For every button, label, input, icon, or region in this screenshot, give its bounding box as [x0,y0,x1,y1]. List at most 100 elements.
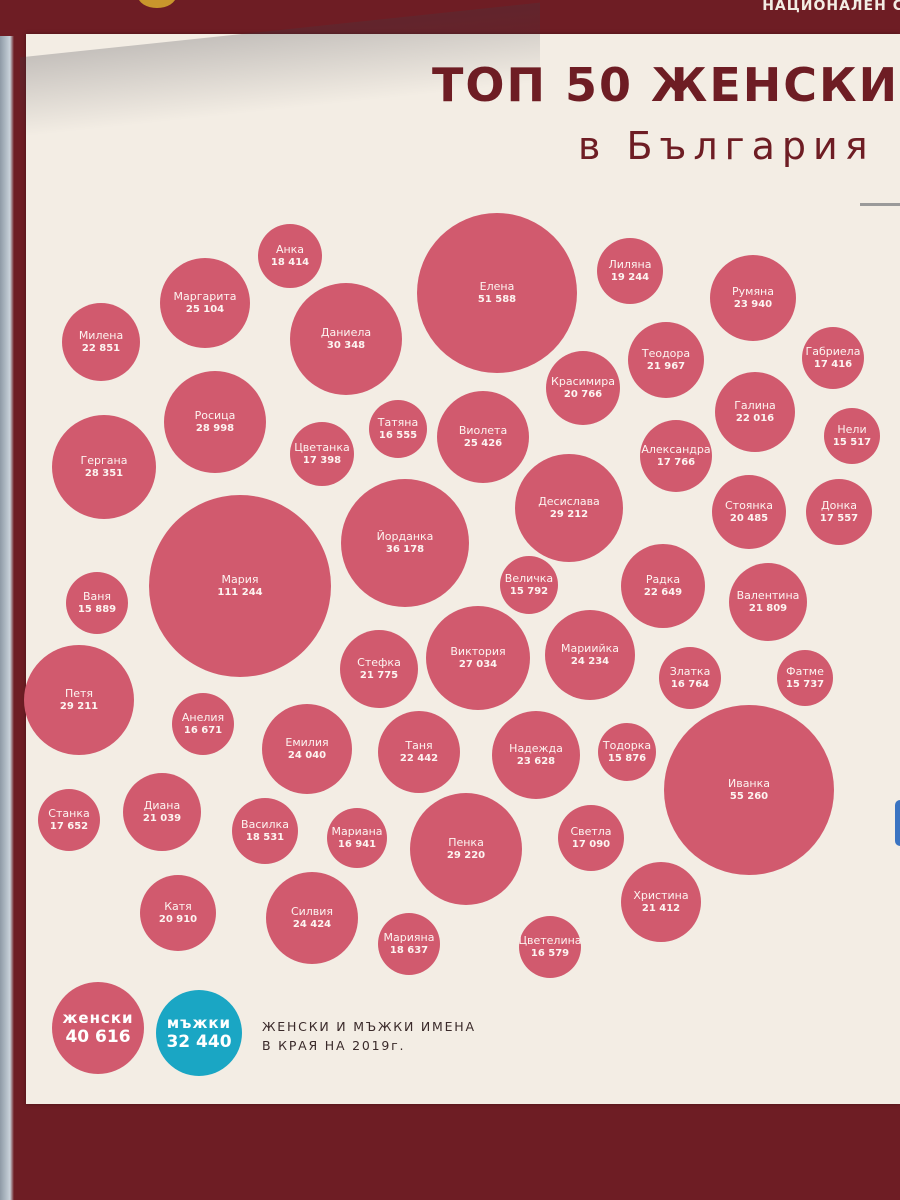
bubble-name: Ваня [82,590,112,604]
bubble-name: Росица [194,409,236,423]
top-band: НАЦИОНАЛЕН С [0,0,900,36]
bubble-count: 15 889 [77,603,117,615]
bubble-name: Виолета [458,424,508,438]
name-bubble: Пенка 29 220 [410,793,522,905]
bubble-name: Стоянка [724,499,773,513]
bubble-count: 24 040 [287,749,327,761]
legend-female-bubble: женски 40 616 [52,982,144,1074]
bubble-name: Милена [78,329,124,343]
legend-male-label: мъжки [166,1014,232,1032]
name-bubble: Силвия 24 424 [266,872,358,964]
bubble-count: 17 557 [819,512,859,524]
name-bubble: Милена 22 851 [62,303,140,381]
bubble-count: 29 211 [59,700,99,712]
emblem-logo [138,0,176,8]
bubble-count: 55 260 [729,790,769,802]
name-bubble: Иванка 55 260 [664,705,834,875]
bubble-name: Христина [633,889,689,903]
bubble-count: 111 244 [217,586,263,598]
bubble-count: 20 485 [729,512,769,524]
bubble-name: Лиляна [608,258,652,272]
bubble-count: 15 792 [509,585,549,597]
bubble-name: Иванка [727,777,771,791]
bubble-name: Надежда [509,742,563,756]
bubble-count: 16 671 [183,724,223,736]
bubble-count: 23 628 [516,755,556,767]
name-bubble: Мариийка 24 234 [545,610,635,700]
bubble-name: Светла [570,825,612,839]
bubble-count: 20 766 [563,388,603,400]
bubble-name: Цветанка [294,441,350,455]
name-bubble: Фатме 15 737 [777,650,833,706]
name-bubble: Катя 20 910 [140,875,216,951]
bubble-name: Галина [734,399,776,413]
name-bubble: Теодора 21 967 [628,322,704,398]
bubble-name: Величка [504,572,554,586]
bubble-name: Цветелина [518,934,582,948]
bubble-count: 29 220 [446,849,486,861]
name-bubble: Василка 18 531 [232,798,298,864]
bubble-count: 30 348 [326,339,366,351]
bubble-count: 24 424 [292,918,332,930]
name-bubble: Величка 15 792 [500,556,558,614]
bubble-count: 21 039 [142,812,182,824]
name-bubble: Виолета 25 426 [437,391,529,483]
bubble-count: 22 016 [735,412,775,424]
bubble-name: Габриела [805,345,861,359]
bubble-count: 17 416 [813,358,853,370]
bubble-count: 16 941 [337,838,377,850]
bubble-count: 17 766 [656,456,696,468]
name-bubble: Светла 17 090 [558,805,624,871]
name-bubble: Йорданка 36 178 [341,479,469,607]
name-bubble: Христина 21 412 [621,862,701,942]
bubble-name: Десислава [538,495,600,509]
legend-female-label: женски [62,1009,134,1027]
bubble-count: 23 940 [733,298,773,310]
bubble-name: Таня [405,739,433,753]
bubble-count: 21 412 [641,902,681,914]
name-bubble: Румяна 23 940 [710,255,796,341]
name-bubble: Даниела 30 348 [290,283,402,395]
name-bubble: Петя 29 211 [24,645,134,755]
bubble-count: 36 178 [385,543,425,555]
name-bubble: Стоянка 20 485 [712,475,786,549]
name-bubble: Красимира 20 766 [546,351,620,425]
bubble-count: 21 775 [359,669,399,681]
bubble-name: Станка [48,807,90,821]
name-bubble: Цветелина 16 579 [518,916,582,978]
bubble-name: Пенка [448,836,484,850]
bubble-count: 19 244 [610,271,650,283]
bubble-count: 25 426 [463,437,503,449]
bubble-name: Маргарита [173,290,237,304]
bubble-name: Стефка [357,656,401,670]
bubble-count: 28 351 [84,467,124,479]
bubble-count: 15 876 [607,752,647,764]
name-bubble: Нели 15 517 [824,408,880,464]
bubble-count: 18 531 [245,831,285,843]
name-bubble: Елена 51 588 [417,213,577,373]
legend-male-value: 32 440 [166,1032,232,1052]
legend-note: ЖЕНСКИ И МЪЖКИ ИМЕНА В КРАЯ НА 2019г. [262,1018,562,1056]
name-bubble: Анелия 16 671 [172,693,234,755]
bubble-name: Теодора [641,347,691,361]
bubble-name: Мариана [331,825,383,839]
bubble-count: 20 910 [158,913,198,925]
bubble-name: Марияна [383,931,435,945]
legend-note-line2: В КРАЯ НА 2019г. [262,1037,406,1053]
edge-object [895,800,900,846]
bubble-count: 18 414 [270,256,310,268]
name-bubble: Александра 17 766 [640,420,712,492]
bubble-name: Емилия [285,736,329,750]
name-bubble: Надежда 23 628 [492,711,580,799]
legend-male-bubble: мъжки 32 440 [156,990,242,1076]
bubble-count: 15 737 [785,678,825,690]
name-bubble: Росица 28 998 [164,371,266,473]
bubble-count: 17 652 [49,820,89,832]
name-bubble: Ваня 15 889 [66,572,128,634]
name-bubble: Маргарита 25 104 [160,258,250,348]
bubble-name: Катя [164,900,192,914]
bubble-count: 24 234 [570,655,610,667]
legend-female-value: 40 616 [65,1027,131,1047]
bubble-name: Александра [641,443,711,457]
name-bubble: Галина 22 016 [715,372,795,452]
